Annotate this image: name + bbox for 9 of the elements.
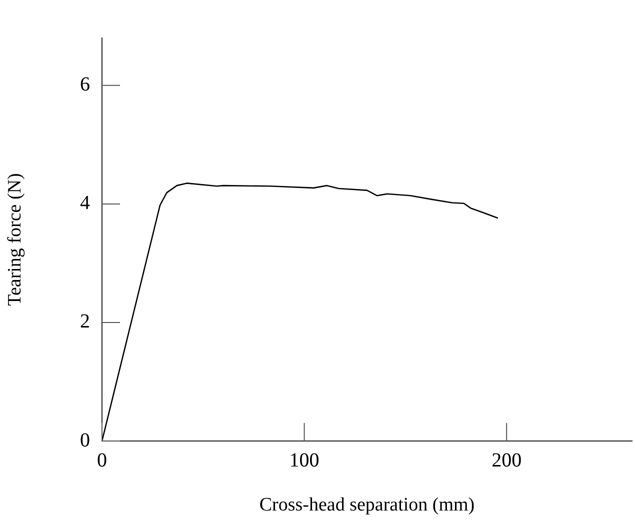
y-tick-label: 6 bbox=[80, 74, 90, 96]
y-axis-title: Tearing force (N) bbox=[4, 173, 26, 306]
x-tick-label: 100 bbox=[289, 449, 320, 472]
x-axis-title: Cross-head separation (mm) bbox=[259, 494, 475, 516]
x-tick-label: 200 bbox=[492, 449, 522, 472]
y-tick-label: 2 bbox=[80, 310, 90, 333]
y-tick-label: 0 bbox=[80, 429, 90, 452]
y-tick-label: 4 bbox=[80, 192, 90, 214]
x-tick-label: 0 bbox=[97, 449, 107, 472]
